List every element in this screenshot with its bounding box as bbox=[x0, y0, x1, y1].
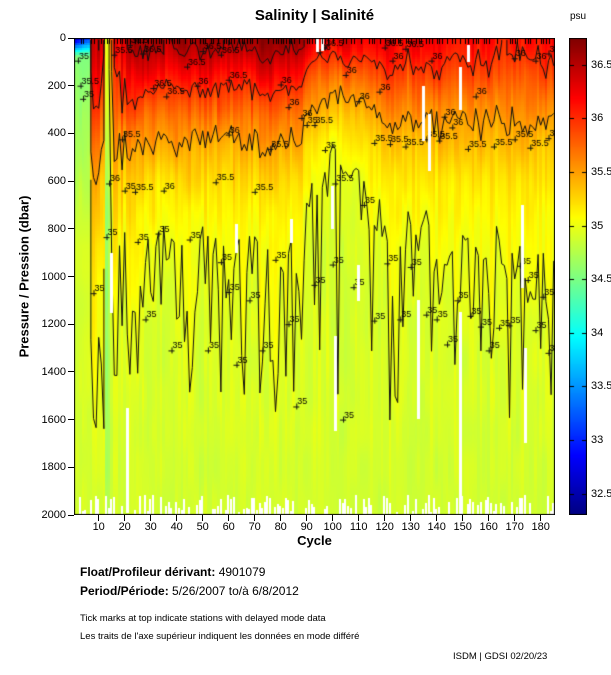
x-tick-mark bbox=[358, 515, 360, 521]
x-tick-label: 120 bbox=[375, 521, 394, 533]
x-tick-label: 30 bbox=[144, 521, 157, 533]
x-tick-label: 130 bbox=[401, 521, 420, 533]
y-tick-mark bbox=[68, 85, 74, 87]
colorbar-tick-label: 35 bbox=[591, 219, 604, 232]
x-tick-mark bbox=[254, 515, 256, 521]
x-tick-label: 50 bbox=[196, 521, 209, 533]
y-tick-mark bbox=[68, 371, 74, 373]
colorbar-tick-label: 32.5 bbox=[591, 487, 611, 500]
x-tick-mark bbox=[462, 515, 464, 521]
y-tick-mark bbox=[68, 228, 74, 230]
period-line: Period/Période: 5/26/2007 to/à 6/8/2012 bbox=[80, 584, 299, 598]
y-tick-label: 1000 bbox=[41, 270, 66, 283]
x-tick-mark bbox=[202, 515, 204, 521]
y-tick-label: 1800 bbox=[41, 461, 66, 474]
y-tick-mark bbox=[68, 466, 74, 468]
x-tick-mark bbox=[488, 515, 490, 521]
y-tick-label: 0 bbox=[59, 32, 66, 44]
y-tick-mark bbox=[68, 419, 74, 421]
y-tick-label: 600 bbox=[47, 175, 66, 188]
x-tick-mark bbox=[176, 515, 178, 521]
y-tick-mark bbox=[68, 323, 74, 325]
colorbar-unit-label: psu bbox=[569, 11, 587, 22]
y-tick-label: 1400 bbox=[41, 365, 66, 378]
x-tick-label: 70 bbox=[248, 521, 261, 533]
x-tick-label: 20 bbox=[118, 521, 131, 533]
x-tick-label: 160 bbox=[479, 521, 498, 533]
x-tick-label: 60 bbox=[222, 521, 235, 533]
salinity-heatmap bbox=[74, 38, 555, 515]
x-tick-label: 40 bbox=[170, 521, 183, 533]
float-id-line: Float/Profileur dérivant: 4901079 bbox=[80, 565, 265, 579]
y-tick-mark bbox=[68, 276, 74, 277]
colorbar-tick-label: 34 bbox=[591, 326, 604, 339]
colorbar bbox=[569, 38, 587, 515]
period-label: Period/Période: bbox=[80, 584, 169, 598]
x-axis-label: Cycle bbox=[297, 533, 332, 548]
y-tick-label: 1600 bbox=[41, 413, 66, 426]
y-tick-label: 200 bbox=[47, 79, 66, 92]
note-french: Les traits de l'axe supérieur indiquent … bbox=[80, 631, 360, 642]
y-tick-label: 2000 bbox=[41, 509, 66, 521]
note-english: Tick marks at top indicate stations with… bbox=[80, 613, 326, 624]
float-id-label: Float/Profileur dérivant: bbox=[80, 565, 216, 579]
float-id-value: 4901079 bbox=[218, 565, 266, 579]
x-tick-mark bbox=[540, 515, 542, 521]
x-tick-mark bbox=[150, 515, 152, 521]
period-value: 5/26/2007 to/à 6/8/2012 bbox=[172, 584, 299, 598]
x-tick-label: 170 bbox=[505, 521, 524, 533]
colorbar-tick-label: 35.5 bbox=[591, 165, 611, 178]
y-tick-label: 400 bbox=[47, 127, 66, 140]
y-tick-label: 1200 bbox=[41, 318, 66, 331]
x-tick-mark bbox=[124, 515, 126, 521]
x-tick-mark bbox=[306, 515, 308, 521]
x-tick-mark bbox=[410, 515, 412, 521]
x-tick-label: 180 bbox=[531, 521, 550, 533]
colorbar-tick-label: 33.5 bbox=[591, 380, 611, 393]
x-tick-mark bbox=[514, 515, 516, 521]
credit-text: ISDM | GDSI 02/20/23 bbox=[453, 651, 548, 662]
x-tick-label: 140 bbox=[427, 521, 446, 533]
x-tick-label: 150 bbox=[453, 521, 472, 533]
colorbar-tick-label: 34.5 bbox=[591, 273, 611, 286]
y-tick-mark bbox=[68, 37, 74, 39]
x-tick-mark bbox=[332, 515, 334, 521]
x-tick-mark bbox=[436, 515, 438, 521]
x-tick-label: 110 bbox=[349, 521, 368, 533]
x-tick-label: 10 bbox=[92, 521, 105, 533]
y-tick-mark bbox=[68, 514, 74, 516]
colorbar-tick-label: 36 bbox=[591, 112, 604, 125]
x-tick-mark bbox=[228, 515, 230, 521]
y-tick-mark bbox=[68, 180, 74, 182]
x-tick-label: 80 bbox=[274, 521, 287, 533]
x-tick-mark bbox=[384, 515, 386, 521]
chart-title: Salinity | Salinité bbox=[254, 7, 375, 24]
y-tick-label: 800 bbox=[47, 222, 66, 235]
x-tick-label: 90 bbox=[300, 521, 313, 533]
colorbar-tick-label: 36.5 bbox=[591, 58, 611, 71]
y-tick-mark bbox=[68, 132, 74, 134]
x-tick-mark bbox=[280, 515, 282, 521]
x-tick-mark bbox=[98, 515, 100, 521]
colorbar-tick-label: 33 bbox=[591, 433, 604, 446]
x-tick-label: 100 bbox=[323, 521, 342, 533]
